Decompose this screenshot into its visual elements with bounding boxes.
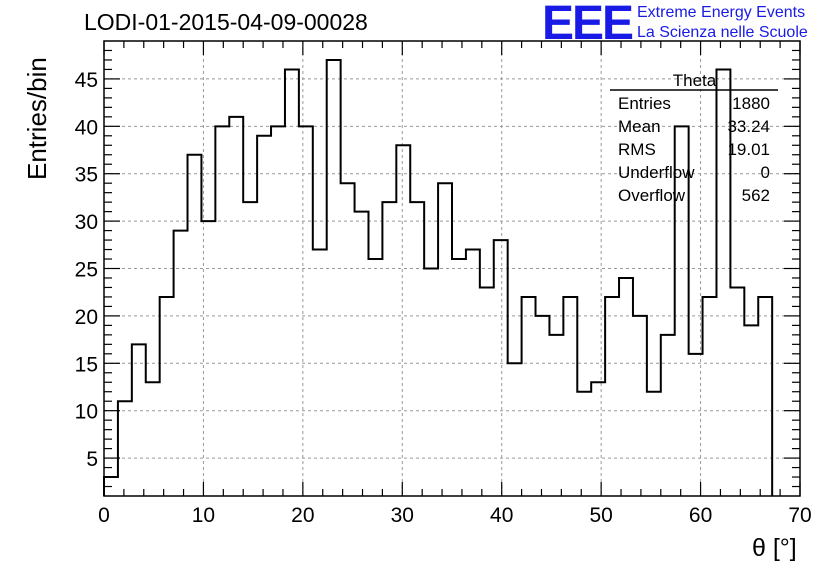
histogram-bin bbox=[299, 126, 313, 496]
y-tick-label: 10 bbox=[75, 401, 98, 424]
histogram-bin bbox=[619, 278, 633, 496]
x-tick-label: 0 bbox=[98, 504, 110, 527]
histogram-bin bbox=[758, 297, 772, 496]
stats-row-rms: RMS 19.01 bbox=[618, 140, 770, 160]
y-tick-label: 15 bbox=[75, 353, 98, 376]
histogram-bin bbox=[508, 363, 522, 496]
tick-labels: 0 10 20 30 40 50 60 70 5 10 15 20 25 30 35 40 45 bbox=[75, 69, 812, 527]
histogram-bin bbox=[438, 183, 452, 496]
histogram-bin bbox=[647, 392, 661, 496]
histogram-bin bbox=[174, 231, 188, 496]
y-tick-label: 5 bbox=[86, 448, 98, 471]
x-axis-label: θ [°] bbox=[752, 534, 797, 562]
y-axis-label: Entries/bin bbox=[22, 57, 52, 180]
stats-label: Overflow bbox=[618, 186, 686, 205]
x-tick-label: 40 bbox=[490, 504, 513, 527]
chart-title: LODI-01-2015-04-09-00028 bbox=[84, 9, 368, 35]
stats-label: RMS bbox=[618, 140, 656, 159]
histogram-bin bbox=[522, 297, 536, 496]
stats-value: 19.01 bbox=[727, 140, 770, 159]
histogram-bin bbox=[285, 69, 299, 496]
x-tick-label: 20 bbox=[291, 504, 314, 527]
histogram-bin bbox=[466, 250, 480, 496]
histogram-bin bbox=[396, 145, 410, 496]
eee-logo: EEE bbox=[542, 0, 634, 50]
x-tick-label: 50 bbox=[589, 504, 612, 527]
y-tick-label: 40 bbox=[75, 116, 98, 139]
histogram-bin bbox=[243, 202, 257, 496]
stats-value: 0 bbox=[760, 163, 770, 182]
stats-label: Mean bbox=[618, 117, 661, 136]
y-tick-label: 25 bbox=[75, 259, 98, 282]
histogram-bin bbox=[577, 392, 591, 496]
histogram-bin bbox=[368, 259, 382, 496]
histogram-bin bbox=[271, 126, 285, 496]
histogram-bin bbox=[313, 250, 327, 496]
y-tick-label: 30 bbox=[75, 211, 98, 234]
histogram-bin bbox=[424, 269, 438, 497]
histogram-bin bbox=[452, 259, 466, 496]
histogram-bin bbox=[591, 382, 605, 496]
histogram-bin bbox=[327, 60, 341, 496]
histogram-bin bbox=[132, 344, 146, 496]
histogram-bin bbox=[215, 126, 229, 496]
y-tick-label: 45 bbox=[75, 69, 98, 92]
stats-row-mean: Mean 33.24 bbox=[618, 117, 770, 137]
histogram-bin bbox=[382, 202, 396, 496]
stats-value: 1880 bbox=[732, 94, 770, 113]
histogram-bin bbox=[536, 316, 550, 496]
histogram-bin bbox=[605, 297, 619, 496]
histogram-bin bbox=[661, 335, 675, 496]
y-tick-label: 35 bbox=[75, 164, 98, 187]
histogram-bin bbox=[633, 316, 647, 496]
histogram-bin bbox=[188, 155, 202, 496]
grid-lines bbox=[104, 41, 800, 496]
plot-frame bbox=[103, 40, 801, 497]
histogram-bin bbox=[410, 202, 424, 496]
histogram-bin bbox=[703, 297, 717, 496]
histogram-outline bbox=[103, 58, 774, 496]
histogram-bin bbox=[549, 335, 563, 496]
stats-box-title: Theta bbox=[672, 71, 717, 90]
histogram-bin bbox=[480, 287, 494, 496]
x-tick-label: 60 bbox=[689, 504, 712, 527]
histogram-bin bbox=[146, 382, 160, 496]
stats-row-entries: Entries 1880 bbox=[618, 94, 770, 114]
histogram-bin bbox=[341, 183, 355, 496]
x-tick-label: 10 bbox=[192, 504, 215, 527]
stats-row-overflow: Overflow 562 bbox=[618, 186, 770, 206]
stats-value: 33.24 bbox=[727, 117, 770, 136]
stats-value: 562 bbox=[741, 186, 770, 205]
histogram-bin bbox=[730, 287, 744, 496]
histogram-bin bbox=[355, 212, 369, 496]
x-tick-label: 30 bbox=[391, 504, 414, 527]
histogram-bin bbox=[563, 297, 577, 496]
histogram-bin bbox=[201, 221, 215, 496]
x-tick-label: 70 bbox=[788, 504, 811, 527]
stats-label: Underflow bbox=[618, 163, 695, 182]
logo-line-2: La Scienza nelle Scuole bbox=[637, 24, 808, 41]
stats-row-underflow: Underflow 0 bbox=[618, 163, 770, 183]
y-tick-label: 20 bbox=[75, 306, 98, 329]
logo-line-1: Extreme Energy Events bbox=[637, 4, 806, 21]
histogram-bin bbox=[118, 401, 132, 496]
axis-ticks bbox=[103, 41, 801, 496]
stats-label: Entries bbox=[618, 94, 671, 113]
histogram-bin bbox=[160, 297, 174, 496]
